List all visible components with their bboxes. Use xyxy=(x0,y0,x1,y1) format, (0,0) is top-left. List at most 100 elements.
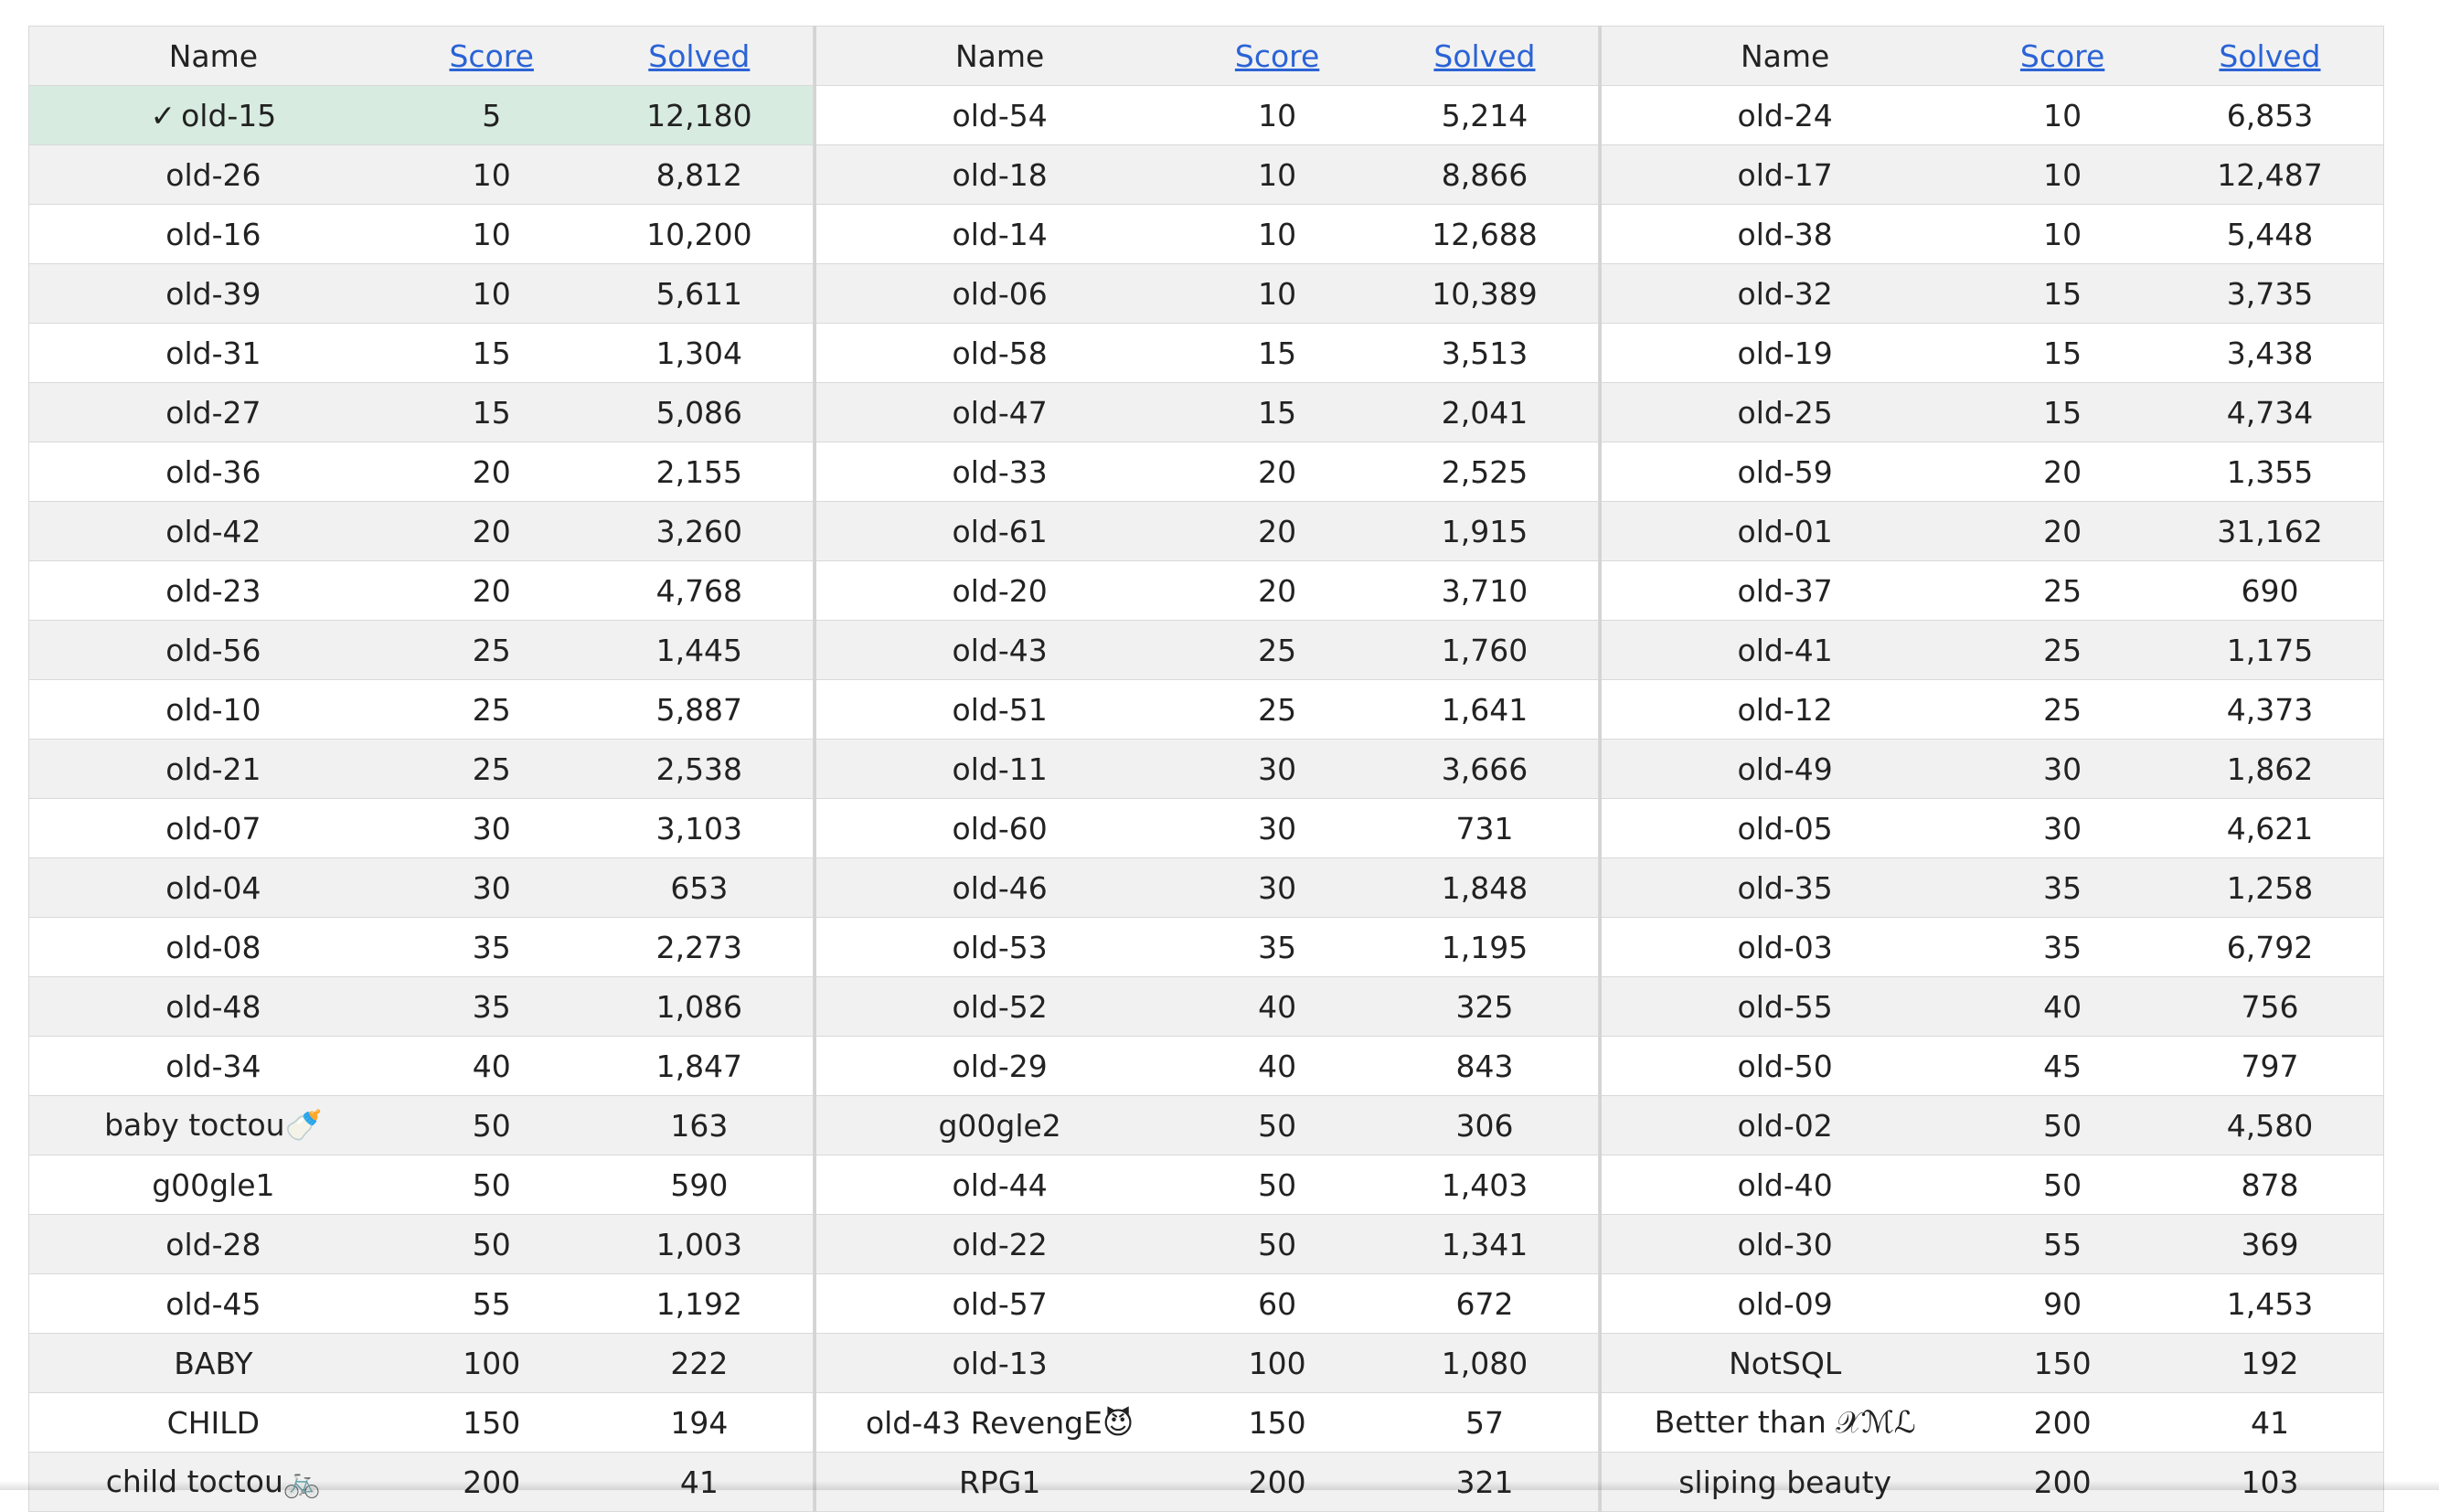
score-sort-link[interactable]: Score xyxy=(1234,37,1320,74)
challenge-name[interactable]: old-44 xyxy=(815,1155,1184,1215)
challenge-name[interactable]: old-05 xyxy=(1600,798,1969,858)
challenge-row[interactable]: old-32 15 3,735 xyxy=(1600,263,2384,324)
challenge-name[interactable]: old-35 xyxy=(1600,857,1969,918)
challenge-name[interactable]: CHILD xyxy=(28,1392,398,1453)
challenge-name[interactable]: old-09 xyxy=(1600,1273,1969,1334)
challenge-row[interactable]: old-21 25 2,538 xyxy=(28,739,814,799)
challenge-name[interactable]: old-22 xyxy=(815,1214,1184,1274)
challenge-name[interactable]: old-11 xyxy=(815,739,1184,799)
challenge-row[interactable]: CHILD 150 194 xyxy=(28,1392,814,1453)
challenge-name[interactable]: ✓ old-15 xyxy=(28,85,398,145)
challenge-row[interactable]: old-36 20 2,155 xyxy=(28,442,814,502)
challenge-row[interactable]: old-53 35 1,195 xyxy=(815,917,1599,977)
challenge-name[interactable]: old-36 xyxy=(28,442,398,502)
challenge-name[interactable]: old-42 xyxy=(28,501,398,561)
challenge-name[interactable]: old-32 xyxy=(1600,263,1969,324)
challenge-name[interactable]: old-43 RevengE😈 xyxy=(815,1392,1184,1453)
challenge-row[interactable]: old-11 30 3,666 xyxy=(815,739,1599,799)
challenge-row[interactable]: old-31 15 1,304 xyxy=(28,323,814,383)
challenge-row[interactable]: g00gle1 50 590 xyxy=(28,1155,814,1215)
score-sort-link[interactable]: Score xyxy=(449,37,534,74)
solved-sort-link[interactable]: Solved xyxy=(2219,37,2321,74)
challenge-row[interactable]: old-43 25 1,760 xyxy=(815,620,1599,680)
challenge-row[interactable]: old-01 20 31,162 xyxy=(1600,501,2384,561)
challenge-row[interactable]: old-09 90 1,453 xyxy=(1600,1273,2384,1334)
challenge-row[interactable]: old-46 30 1,848 xyxy=(815,857,1599,918)
challenge-name[interactable]: old-27 xyxy=(28,382,398,442)
challenge-name[interactable]: old-03 xyxy=(1600,917,1969,977)
challenge-name[interactable]: old-16 xyxy=(28,204,398,264)
challenge-name[interactable]: old-45 xyxy=(28,1273,398,1334)
challenge-row[interactable]: old-55 40 756 xyxy=(1600,976,2384,1037)
challenge-row[interactable]: old-27 15 5,086 xyxy=(28,382,814,442)
challenge-row[interactable]: old-57 60 672 xyxy=(815,1273,1599,1334)
challenge-name[interactable]: old-06 xyxy=(815,263,1184,324)
challenge-name[interactable]: old-37 xyxy=(1600,560,1969,621)
challenge-name[interactable]: old-50 xyxy=(1600,1036,1969,1096)
challenge-name[interactable]: old-28 xyxy=(28,1214,398,1274)
challenge-row[interactable]: old-44 50 1,403 xyxy=(815,1155,1599,1215)
challenge-name[interactable]: old-02 xyxy=(1600,1095,1969,1155)
challenge-row[interactable]: old-16 10 10,200 xyxy=(28,204,814,264)
challenge-row[interactable]: old-45 55 1,192 xyxy=(28,1273,814,1334)
challenge-row[interactable]: old-42 20 3,260 xyxy=(28,501,814,561)
challenge-name[interactable]: old-40 xyxy=(1600,1155,1969,1215)
challenge-name[interactable]: old-54 xyxy=(815,85,1184,145)
challenge-row[interactable]: old-51 25 1,641 xyxy=(815,679,1599,740)
challenge-name[interactable]: old-08 xyxy=(28,917,398,977)
challenge-row[interactable]: old-58 15 3,513 xyxy=(815,323,1599,383)
challenge-row[interactable]: old-05 30 4,621 xyxy=(1600,798,2384,858)
challenge-row[interactable]: old-03 35 6,792 xyxy=(1600,917,2384,977)
challenge-row[interactable]: old-08 35 2,273 xyxy=(28,917,814,977)
challenge-name[interactable]: old-17 xyxy=(1600,144,1969,205)
challenge-name[interactable]: old-04 xyxy=(28,857,398,918)
challenge-name[interactable]: old-14 xyxy=(815,204,1184,264)
challenge-row[interactable]: old-17 10 12,487 xyxy=(1600,144,2384,205)
challenge-row[interactable]: old-20 20 3,710 xyxy=(815,560,1599,621)
challenge-row[interactable]: old-24 10 6,853 xyxy=(1600,85,2384,145)
challenge-row[interactable]: old-38 10 5,448 xyxy=(1600,204,2384,264)
challenge-name[interactable]: old-59 xyxy=(1600,442,1969,502)
challenge-name[interactable]: old-10 xyxy=(28,679,398,740)
challenge-name[interactable]: old-53 xyxy=(815,917,1184,977)
challenge-row[interactable]: old-02 50 4,580 xyxy=(1600,1095,2384,1155)
challenge-row[interactable]: old-37 25 690 xyxy=(1600,560,2384,621)
challenge-row[interactable]: old-30 55 369 xyxy=(1600,1214,2384,1274)
challenge-row[interactable]: old-04 30 653 xyxy=(28,857,814,918)
challenge-row[interactable]: NotSQL 150 192 xyxy=(1600,1333,2384,1393)
challenge-row[interactable]: old-34 40 1,847 xyxy=(28,1036,814,1096)
challenge-row[interactable]: old-40 50 878 xyxy=(1600,1155,2384,1215)
challenge-row[interactable]: baby toctou🍼 50 163 xyxy=(28,1095,814,1155)
challenge-name[interactable]: old-18 xyxy=(815,144,1184,205)
challenge-name[interactable]: old-34 xyxy=(28,1036,398,1096)
challenge-row[interactable]: old-56 25 1,445 xyxy=(28,620,814,680)
challenge-name[interactable]: old-38 xyxy=(1600,204,1969,264)
challenge-row[interactable]: old-47 15 2,041 xyxy=(815,382,1599,442)
challenge-name[interactable]: old-51 xyxy=(815,679,1184,740)
challenge-name[interactable]: old-49 xyxy=(1600,739,1969,799)
challenge-row[interactable]: old-12 25 4,373 xyxy=(1600,679,2384,740)
challenge-name[interactable]: old-41 xyxy=(1600,620,1969,680)
challenge-name[interactable]: old-12 xyxy=(1600,679,1969,740)
challenge-row[interactable]: old-25 15 4,734 xyxy=(1600,382,2384,442)
challenge-name[interactable]: old-47 xyxy=(815,382,1184,442)
challenge-name[interactable]: Better than 𝒳ℳℒ xyxy=(1600,1392,1969,1453)
challenge-row[interactable]: old-52 40 325 xyxy=(815,976,1599,1037)
challenge-name[interactable]: old-56 xyxy=(28,620,398,680)
challenge-row[interactable]: Better than 𝒳ℳℒ 200 41 xyxy=(1600,1392,2384,1453)
challenge-name[interactable]: baby toctou🍼 xyxy=(28,1095,398,1155)
challenge-row[interactable]: old-29 40 843 xyxy=(815,1036,1599,1096)
challenge-name[interactable]: old-39 xyxy=(28,263,398,324)
challenge-name[interactable]: old-21 xyxy=(28,739,398,799)
challenge-name[interactable]: old-23 xyxy=(28,560,398,621)
challenge-name[interactable]: old-30 xyxy=(1600,1214,1969,1274)
challenge-name[interactable]: old-29 xyxy=(815,1036,1184,1096)
challenge-row[interactable]: old-61 20 1,915 xyxy=(815,501,1599,561)
challenge-row[interactable]: old-35 35 1,258 xyxy=(1600,857,2384,918)
challenge-row[interactable]: old-60 30 731 xyxy=(815,798,1599,858)
solved-sort-link[interactable]: Solved xyxy=(648,37,751,74)
challenge-name[interactable]: old-26 xyxy=(28,144,398,205)
challenge-row[interactable]: BABY 100 222 xyxy=(28,1333,814,1393)
challenge-row[interactable]: old-19 15 3,438 xyxy=(1600,323,2384,383)
challenge-row[interactable]: old-43 RevengE😈 150 57 xyxy=(815,1392,1599,1453)
